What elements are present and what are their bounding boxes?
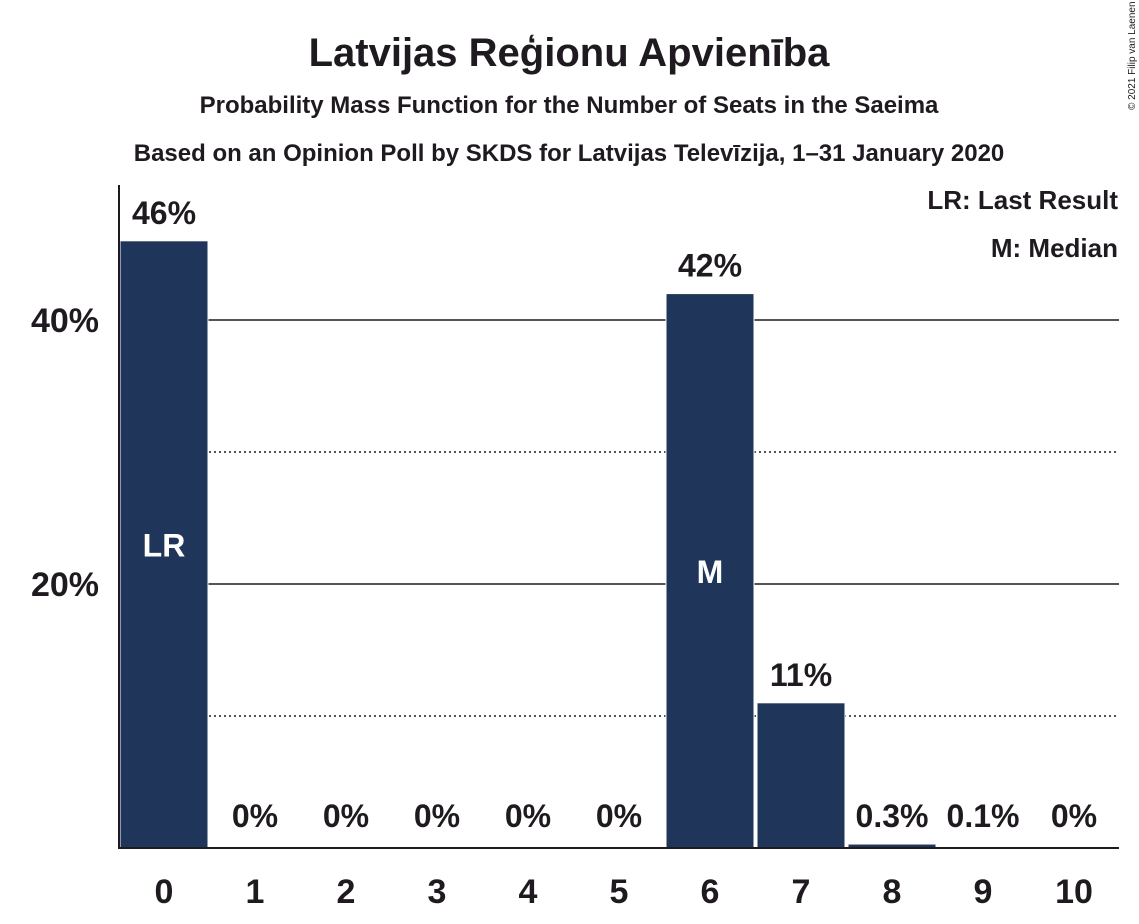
x-tick-label: 10: [1055, 873, 1093, 911]
data-label-2: 0%: [323, 798, 369, 834]
data-label-8: 0.3%: [856, 798, 929, 834]
data-label-4: 0%: [505, 798, 551, 834]
marker-m: M: [697, 554, 724, 590]
x-tick-label: 7: [792, 873, 811, 911]
data-label-9: 0.1%: [947, 798, 1020, 834]
chart-subtitle: Probability Mass Function for the Number…: [200, 92, 939, 119]
data-label-6: 42%: [678, 248, 742, 284]
chart-title: Latvijas Reģionu Apvienība: [309, 31, 831, 75]
y-tick-label: 40%: [31, 302, 99, 340]
x-axis-labels: 0 1 2 3 4 5 6 7 8 9 10: [155, 873, 1093, 911]
data-label-7: 11%: [770, 657, 832, 693]
x-tick-label: 1: [246, 873, 265, 911]
data-label-10: 0%: [1051, 798, 1097, 834]
legend-entry-last-result: LR: Last Result: [927, 185, 1118, 215]
y-tick-label: 20%: [31, 566, 99, 604]
bars: 46% 0% 0% 0% 0% 0% 42% 11% 0.3% 0.1% 0% LR M: [119, 195, 1097, 849]
x-tick-label: 2: [337, 873, 356, 911]
x-tick-label: 8: [883, 873, 902, 911]
x-tick-label: 3: [428, 873, 447, 911]
y-axis-labels: 20% 40%: [31, 302, 99, 604]
legend-entry-median: M: Median: [991, 233, 1118, 263]
x-tick-label: 5: [610, 873, 629, 911]
x-tick-label: 9: [974, 873, 993, 911]
legend: LR: Last Result M: Median: [927, 185, 1118, 263]
x-tick-label: 0: [155, 873, 174, 911]
copyright-text: © 2021 Filip van Laenen: [1127, 1, 1138, 110]
bar-7: [756, 702, 846, 849]
chart-subtitle-2: Based on an Opinion Poll by SKDS for Lat…: [134, 140, 1005, 167]
bar-0: [119, 240, 209, 849]
data-label-1: 0%: [232, 798, 278, 834]
data-label-3: 0%: [414, 798, 460, 834]
data-label-5: 0%: [596, 798, 642, 834]
x-tick-label: 6: [701, 873, 720, 911]
gridlines: [119, 319, 1119, 717]
x-tick-label: 4: [519, 873, 538, 911]
marker-lr: LR: [143, 527, 186, 563]
bar-6: [665, 293, 755, 849]
data-label-0: 46%: [132, 195, 196, 231]
